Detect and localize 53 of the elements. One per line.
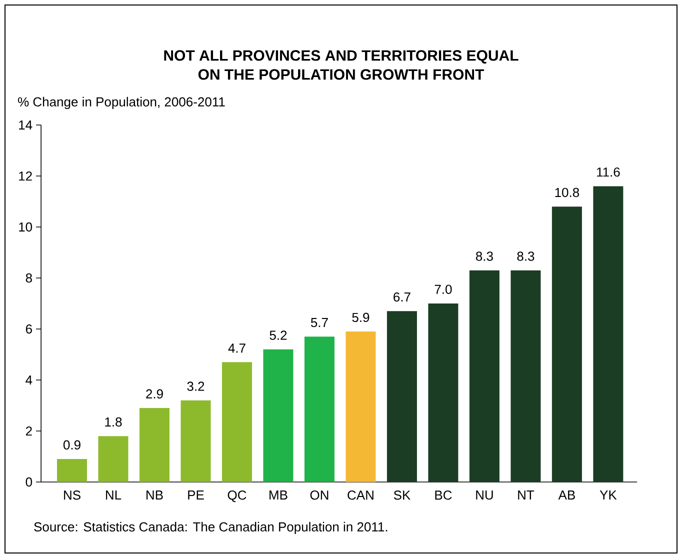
data-label: 2.9: [146, 389, 163, 399]
y-tick-label: 2: [26, 426, 32, 436]
x-tick-label: ON: [310, 490, 328, 500]
data-label: 1.8: [105, 417, 122, 427]
bar: [593, 186, 624, 482]
x-tick-label: NB: [146, 490, 163, 500]
data-label: 3.2: [187, 382, 204, 391]
data-label: 0.9: [63, 440, 80, 450]
bar: [552, 206, 582, 482]
data-label: 10.8: [555, 188, 580, 198]
data-label: 5.9: [352, 312, 370, 322]
bar: [510, 270, 541, 482]
x-tick-label: MB: [270, 490, 288, 500]
x-tick-label: NL: [106, 490, 122, 500]
x-tick-label: CAN: [348, 490, 374, 500]
bar: [346, 332, 376, 482]
data-label: 5.2: [270, 330, 287, 340]
y-tick-label: 6: [26, 324, 32, 334]
x-tick-label: BC: [435, 490, 452, 500]
bar: [428, 304, 458, 482]
y-tick-label: 4: [26, 376, 32, 384]
bar: [222, 362, 252, 482]
x-tick-label: NT: [518, 490, 534, 500]
data-label: 6.7: [394, 292, 410, 302]
data-label: 8.3: [476, 252, 493, 261]
data-label: 4.7: [228, 344, 246, 353]
x-tick-label: NU: [476, 490, 493, 500]
y-tick-label: 12: [19, 171, 32, 181]
bar: [57, 459, 88, 482]
data-label: 11.6: [597, 167, 620, 177]
x-tick-label: QC: [228, 490, 246, 502]
data-label: 7.0: [434, 284, 452, 294]
x-tick-label: NS: [64, 490, 80, 500]
x-tick-label: AB: [558, 490, 575, 500]
bar: [139, 408, 170, 482]
x-tick-label: YK: [600, 490, 617, 500]
source-note: Source: Statistics Canada: The Canadian Population in 2011.: [34, 522, 388, 534]
bar: [386, 311, 417, 482]
bar: [180, 400, 211, 482]
data-label: 5.7: [310, 318, 328, 328]
bar: [98, 436, 128, 482]
bar: [469, 270, 500, 482]
bar: [304, 336, 334, 482]
y-tick-label: 8: [26, 273, 32, 283]
y-tick-label: 14: [19, 120, 32, 130]
bar: [263, 349, 294, 482]
y-tick-label: 0: [26, 477, 32, 487]
data-label: 8.3: [517, 252, 534, 261]
chart-title: NOT ALL PROVINCES AND TERRITORIES EQUAL ON THE POPULATION GROWTH FRONT: [164, 50, 518, 80]
x-tick-label: PE: [188, 490, 204, 500]
x-tick-label: SK: [394, 490, 410, 500]
y-axis-title: % Change in Population, 2006-2011: [18, 96, 225, 110]
y-tick-label: 10: [19, 222, 32, 232]
